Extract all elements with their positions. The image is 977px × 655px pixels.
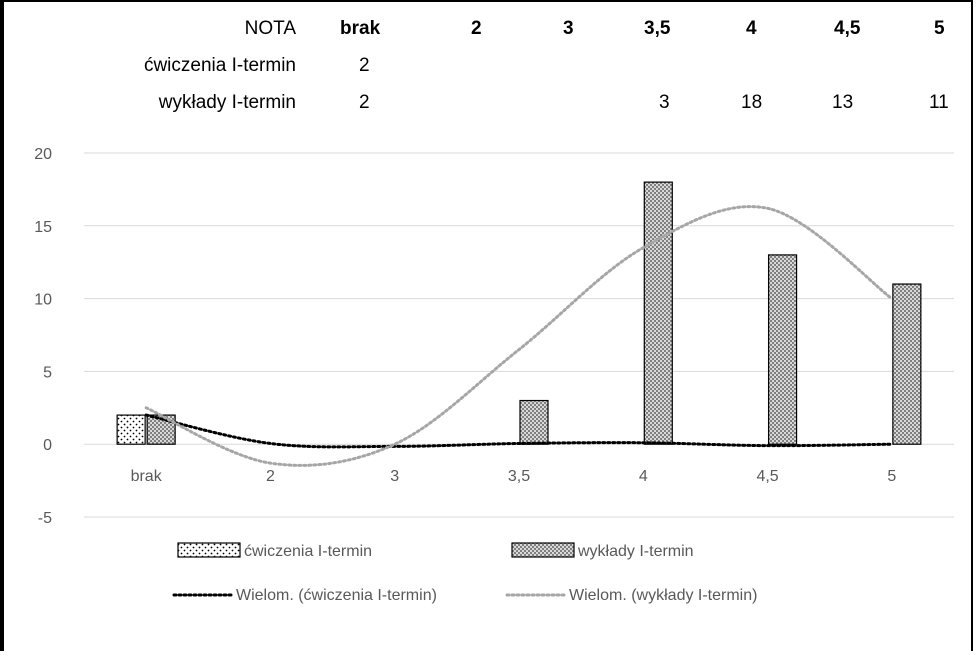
bar-wyklady bbox=[519, 399, 549, 445]
table-row-label: wykłady I-termin bbox=[158, 92, 296, 113]
x-tick-label: 4 bbox=[639, 468, 648, 485]
legend-cwiczenia: ćwiczenia I-termin bbox=[177, 542, 372, 560]
trendlines bbox=[144, 205, 894, 467]
table-cell: 3 bbox=[659, 92, 670, 113]
y-tick-label: 20 bbox=[34, 146, 52, 163]
legend-wyklady: wykłady I-termin bbox=[511, 542, 694, 560]
table-header-cell: brak bbox=[340, 18, 381, 39]
trendline-wyklady bbox=[144, 205, 894, 467]
table-cell: 2 bbox=[359, 92, 370, 113]
table-header-label: NOTA bbox=[244, 18, 296, 39]
table-cell: 18 bbox=[741, 92, 763, 113]
legend-cwiczenia-swatch bbox=[177, 542, 241, 558]
trendline-cwiczenia bbox=[144, 413, 894, 449]
legend-wyklady-label: wykłady I-termin bbox=[577, 543, 694, 560]
table-header-cell: 4 bbox=[746, 18, 757, 39]
legend-wyklady-swatch bbox=[511, 542, 575, 558]
table-cell: 13 bbox=[832, 92, 854, 113]
bar-wyklady bbox=[892, 283, 922, 445]
table-header-cell: 4,5 bbox=[834, 18, 861, 39]
bar-cwiczenia bbox=[116, 414, 146, 445]
y-tick-label: 5 bbox=[43, 364, 52, 381]
x-tick-label: 3,5 bbox=[508, 468, 530, 485]
y-tick-label: -5 bbox=[38, 510, 52, 527]
legend-trend-cwiczenia: Wielom. (ćwiczenia I-termin) bbox=[172, 587, 437, 604]
table-header-cell: 2 bbox=[471, 18, 482, 39]
legend-cwiczenia-label: ćwiczenia I-termin bbox=[244, 543, 372, 560]
legend: ćwiczenia I-termin wykłady I-termin Wielom… bbox=[172, 542, 757, 604]
bar-wyklady bbox=[643, 181, 673, 445]
gridlines bbox=[84, 152, 954, 518]
bar-wyklady bbox=[767, 254, 798, 445]
x-axis-ticks: brak 2 3 3,5 4 4,5 5 bbox=[131, 468, 897, 485]
x-tick-label: 4,5 bbox=[756, 468, 778, 485]
table-header-cell: 5 bbox=[934, 18, 945, 39]
table-cell: 2 bbox=[359, 55, 370, 76]
legend-trend-cwiczenia-label: Wielom. (ćwiczenia I-termin) bbox=[236, 587, 437, 604]
x-tick-label: 3 bbox=[390, 468, 399, 485]
x-tick-label: 5 bbox=[887, 468, 896, 485]
y-tick-label: 0 bbox=[43, 437, 52, 454]
x-tick-label: 2 bbox=[266, 468, 275, 485]
y-tick-label: 10 bbox=[34, 292, 52, 309]
table-cell: 11 bbox=[929, 92, 949, 113]
table-row-label: ćwiczenia I-termin bbox=[143, 55, 296, 76]
legend-trend-wyklady: Wielom. (wykłady I-termin) bbox=[505, 587, 757, 604]
y-tick-label: 15 bbox=[34, 219, 52, 236]
table-header-cell: 3 bbox=[563, 18, 574, 39]
bars bbox=[116, 181, 922, 445]
x-tick-label: brak bbox=[131, 468, 163, 485]
legend-trend-wyklady-label: Wielom. (wykłady I-termin) bbox=[569, 587, 757, 604]
y-axis-ticks: -5 0 5 10 15 20 bbox=[34, 146, 52, 527]
table-header-cell: 3,5 bbox=[644, 18, 671, 39]
